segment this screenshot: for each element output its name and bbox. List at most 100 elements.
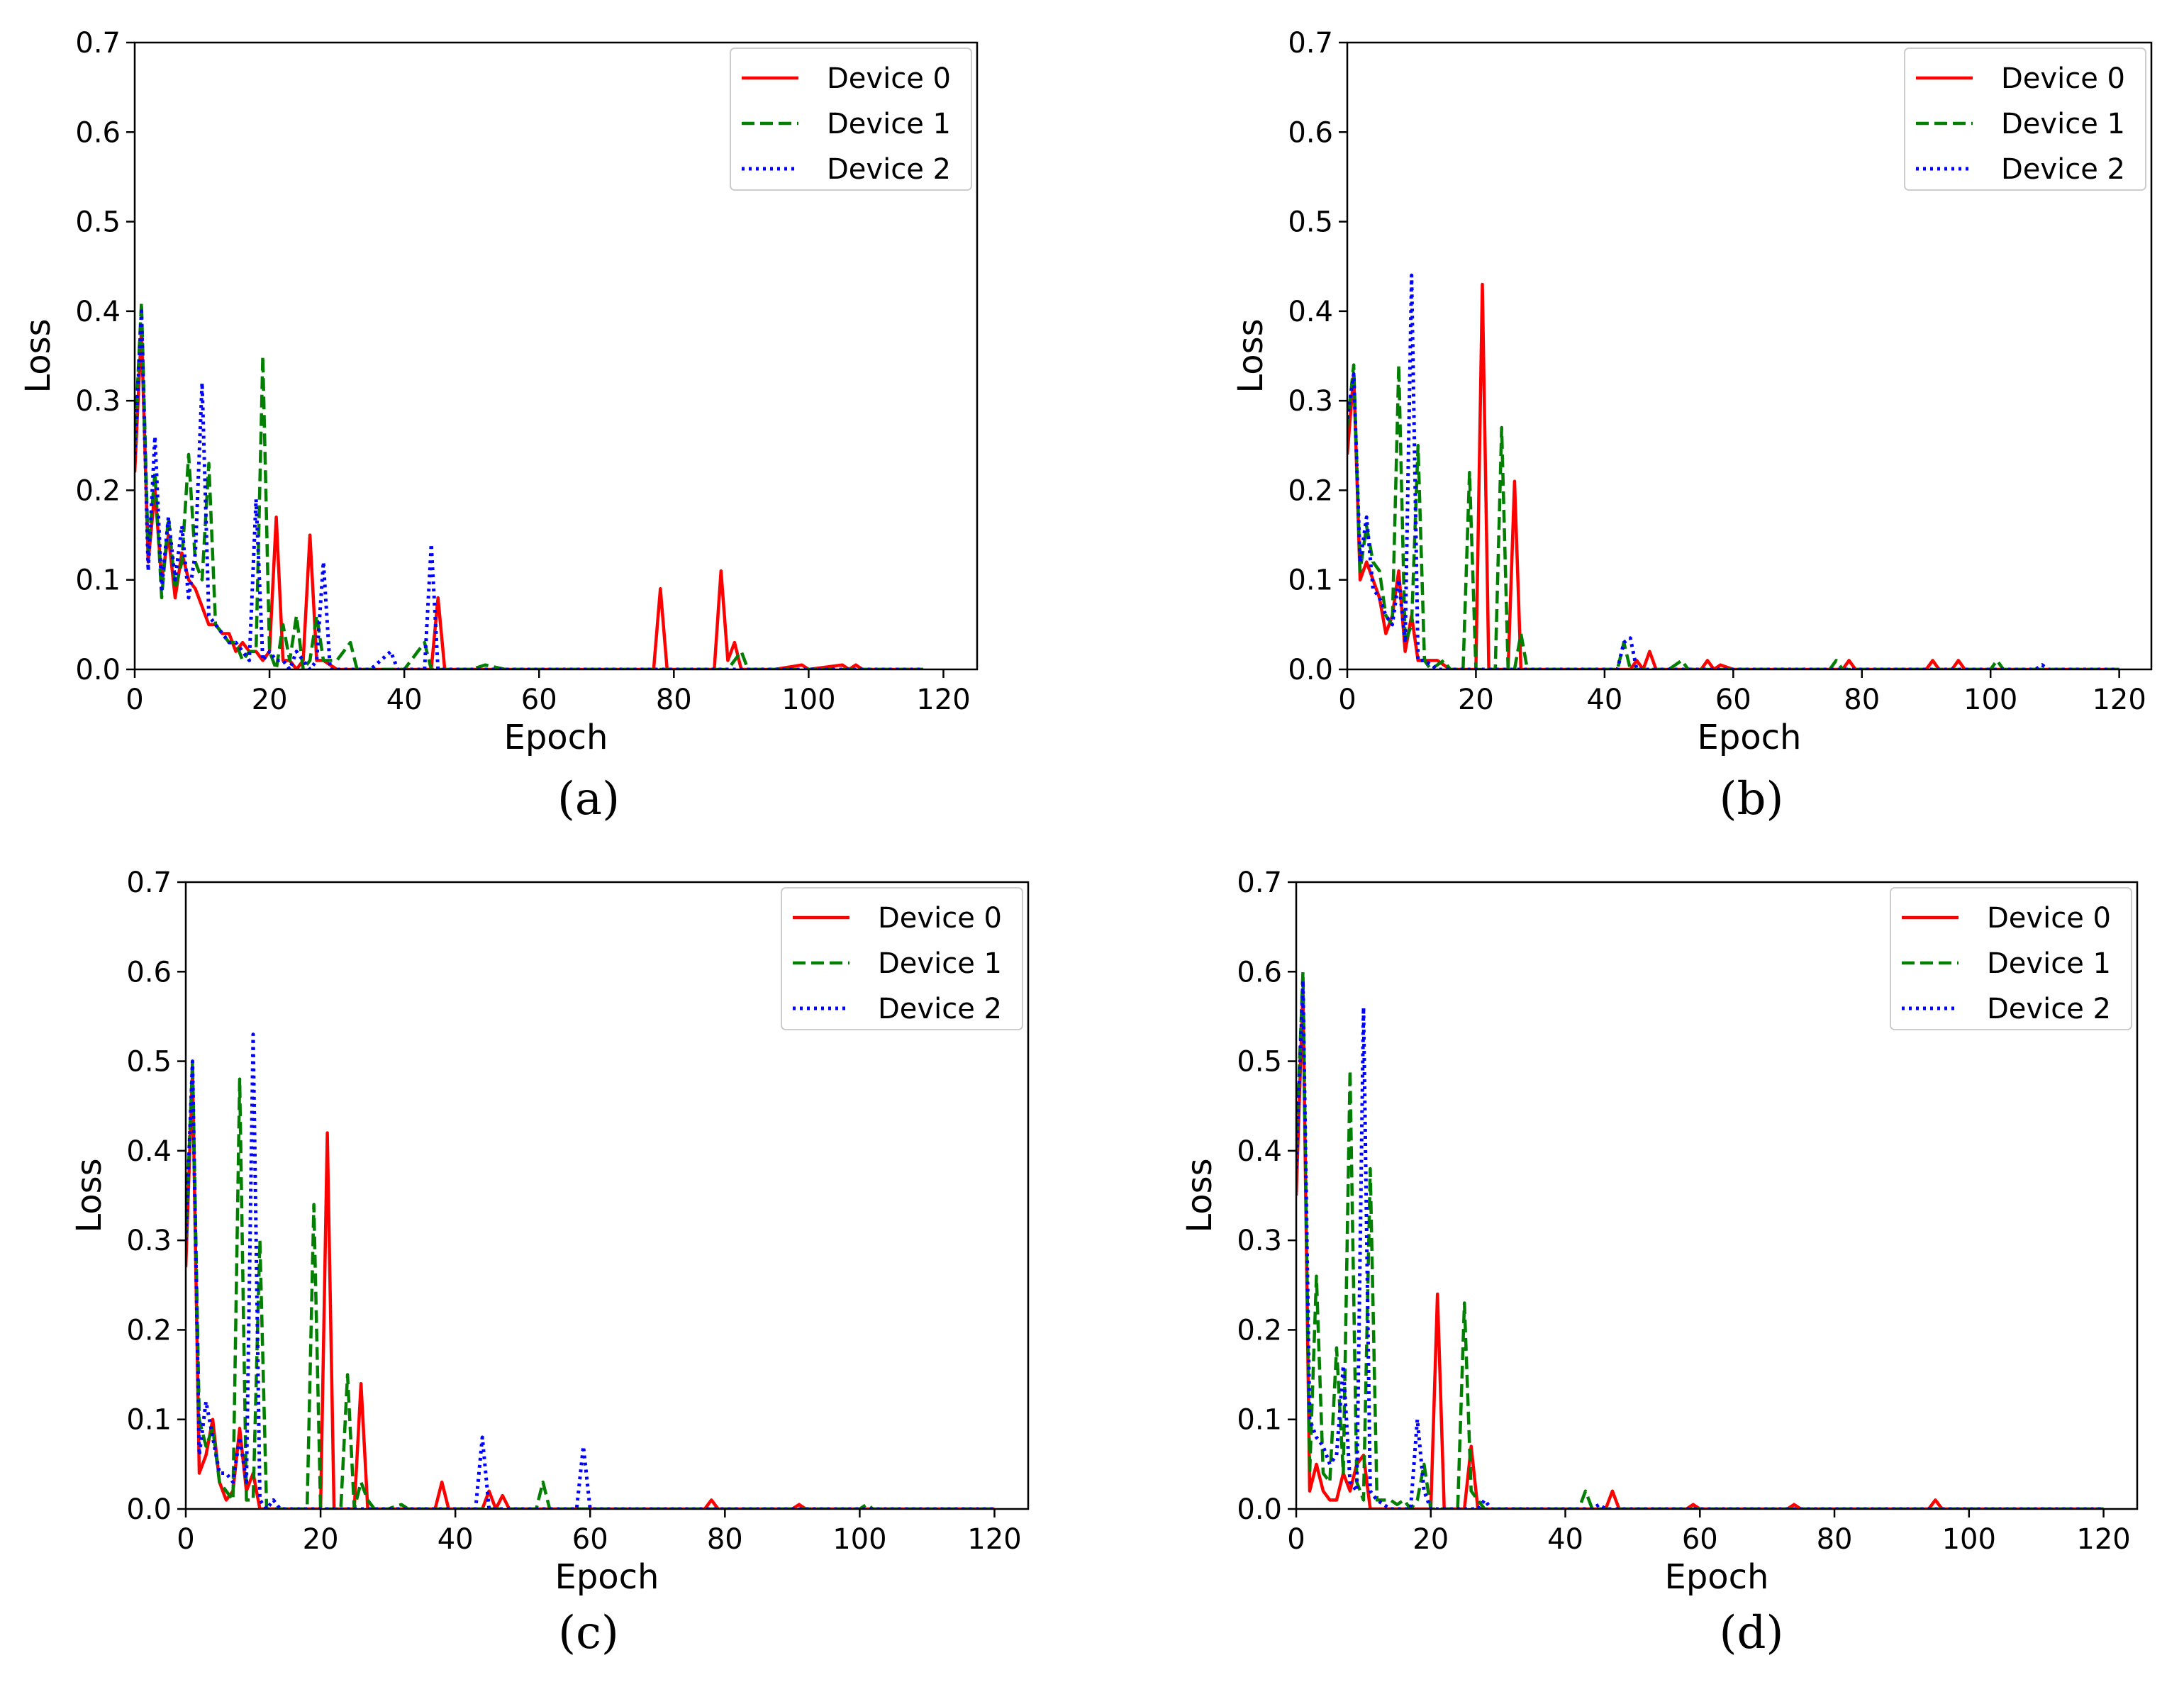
y-tick-label-c-0: 0.0	[126, 1493, 172, 1526]
chart-d-svg: 0 20 40 60 80 100 120 0.0 0.1 0.2 0.3 0.4 0.5 0.6 0.7 E…	[1180, 867, 2139, 1597]
x-axis-label-a: Epoch	[504, 718, 608, 757]
y-tick-label-d-6: 0.6	[1237, 956, 1282, 988]
x-tick-label-d-4: 80	[1817, 1523, 1853, 1556]
x-tick-label-b-1: 20	[1458, 684, 1494, 716]
caption-d: (d)	[1719, 1607, 1784, 1659]
y-tick-label-a-1: 0.1	[75, 564, 121, 597]
x-tick-label-c-2: 40	[438, 1523, 474, 1556]
legend-label-a-2: Device 2	[827, 153, 951, 186]
series-line-b-device-0	[1347, 282, 2119, 669]
y-tick-label-d-3: 0.3	[1237, 1225, 1282, 1257]
x-tick-label-d-0: 0	[1287, 1523, 1305, 1556]
y-tick-label-d-5: 0.5	[1237, 1046, 1282, 1079]
y-tick-label-b-7: 0.7	[1288, 27, 1333, 60]
y-tick-label-c-7: 0.7	[126, 867, 172, 899]
x-tick-label-a-2: 40	[386, 684, 423, 716]
y-axis-label-b: Loss	[1231, 318, 1271, 393]
legend-label-c-0: Device 0	[878, 902, 1002, 935]
series-line-d-device-1	[1296, 970, 2104, 1509]
legend-label-d-1: Device 1	[1987, 947, 2111, 980]
caption-b: (b)	[1719, 773, 1784, 825]
y-tick-label-a-2: 0.2	[75, 474, 121, 507]
chart-c-svg: 0 20 40 60 80 100 120 0.0 0.1 0.2 0.3 0.4 0.5 0.6 0.7 E…	[69, 867, 1030, 1597]
x-tick-label-c-6: 120	[967, 1523, 1021, 1556]
chart-panel-a: 0 20 40 60 80 100 120 0.0 0.1 0.2 0.3 0.4 0.5 0.6 0.7 E…	[0, 0, 1092, 841]
x-tick-label-d-3: 60	[1682, 1523, 1718, 1556]
x-tick-label-d-1: 20	[1413, 1523, 1449, 1556]
x-axis-label-d: Epoch	[1665, 1557, 1769, 1597]
x-tick-label-d-2: 40	[1547, 1523, 1583, 1556]
x-tick-label-b-4: 80	[1844, 684, 1880, 716]
plot-frame-c	[184, 881, 1030, 1510]
y-tick-label-a-4: 0.4	[75, 296, 121, 328]
legend-label-b-2: Device 2	[2001, 153, 2125, 186]
plot-frame-d	[1295, 881, 2139, 1510]
y-axis-label-a: Loss	[18, 318, 58, 393]
y-axis-label-d: Loss	[1180, 1158, 1220, 1232]
y-tick-label-b-2: 0.2	[1288, 474, 1333, 507]
chart-panel-d: 0 20 40 60 80 100 120 0.0 0.1 0.2 0.3 0.4 0.5 0.6 0.7 E…	[1092, 841, 2184, 1682]
x-axis-label-b: Epoch	[1698, 718, 1802, 757]
x-tick-label-b-6: 120	[2092, 684, 2146, 716]
x-tick-label-d-6: 120	[2076, 1523, 2130, 1556]
legend-box-b	[1904, 48, 2146, 191]
y-tick-label-a-6: 0.6	[75, 116, 121, 149]
legend-label-b-1: Device 1	[2001, 108, 2125, 140]
x-tick-label-c-5: 100	[832, 1523, 886, 1556]
y-tick-label-c-4: 0.4	[126, 1135, 172, 1168]
y-tick-label-c-3: 0.3	[126, 1225, 172, 1257]
legend-label-c-2: Device 2	[878, 993, 1002, 1025]
legend-box-d	[1890, 887, 2132, 1030]
x-tick-label-a-5: 100	[781, 684, 835, 716]
x-tick-label-a-4: 80	[656, 684, 692, 716]
y-tick-label-b-5: 0.5	[1288, 206, 1333, 239]
series-line-d-device-0	[1296, 988, 2104, 1509]
x-tick-label-a-1: 20	[252, 684, 288, 716]
legend-label-a-0: Device 0	[827, 62, 951, 95]
y-tick-label-b-1: 0.1	[1288, 564, 1333, 597]
x-tick-label-a-3: 60	[521, 684, 557, 716]
x-tick-label-b-5: 100	[1963, 684, 2017, 716]
x-tick-label-a-0: 0	[126, 684, 143, 716]
chart-panel-b: 0 20 40 60 80 100 120 0.0 0.1 0.2 0.3 0.4 0.5 0.6 0.7 E…	[1092, 0, 2184, 841]
legend-label-b-0: Device 0	[2001, 62, 2125, 95]
chart-panel-c: 0 20 40 60 80 100 120 0.0 0.1 0.2 0.3 0.4 0.5 0.6 0.7 E…	[0, 841, 1092, 1682]
legend-box-c	[781, 887, 1023, 1030]
y-tick-label-b-6: 0.6	[1288, 116, 1333, 149]
caption-c: (c)	[558, 1607, 619, 1659]
y-tick-label-d-0: 0.0	[1237, 1493, 1282, 1526]
y-tick-label-c-5: 0.5	[126, 1046, 172, 1079]
legend-label-a-1: Device 1	[827, 108, 951, 140]
y-tick-label-b-4: 0.4	[1288, 296, 1333, 328]
series-line-d-device-2	[1296, 979, 2104, 1509]
series-line-b-device-2	[1347, 273, 2119, 669]
y-tick-label-d-4: 0.4	[1237, 1135, 1282, 1168]
y-tick-label-a-7: 0.7	[75, 27, 121, 60]
x-tick-label-b-3: 60	[1715, 684, 1751, 716]
legend-label-d-0: Device 0	[1987, 902, 2111, 935]
x-tick-label-b-2: 40	[1586, 684, 1622, 716]
legend-box-a	[730, 48, 972, 191]
y-tick-label-d-2: 0.2	[1237, 1314, 1282, 1347]
x-tick-label-c-3: 60	[572, 1523, 608, 1556]
chart-a-svg: 0 20 40 60 80 100 120 0.0 0.1 0.2 0.3 0.4 0.5 0.6 0.7 E…	[18, 27, 979, 757]
x-tick-label-c-1: 20	[303, 1523, 339, 1556]
y-tick-label-c-1: 0.1	[126, 1404, 172, 1437]
plot-frame-a	[133, 41, 979, 671]
legend-label-d-2: Device 2	[1987, 993, 2111, 1025]
y-tick-label-a-0: 0.0	[75, 654, 121, 686]
series-line-a-device-2	[135, 309, 923, 669]
y-tick-label-d-7: 0.7	[1237, 867, 1282, 899]
y-tick-label-b-0: 0.0	[1288, 654, 1333, 686]
y-tick-label-c-6: 0.6	[126, 956, 172, 988]
legend-label-c-1: Device 1	[878, 947, 1002, 980]
y-axis-label-c: Loss	[69, 1158, 109, 1232]
caption-a: (a)	[557, 773, 620, 825]
y-tick-label-b-3: 0.3	[1288, 385, 1333, 418]
x-axis-label-c: Epoch	[555, 1557, 659, 1597]
plot-frame-b	[1346, 41, 2153, 671]
x-tick-label-d-5: 100	[1942, 1523, 1996, 1556]
y-tick-label-a-5: 0.5	[75, 206, 121, 239]
x-tick-label-c-4: 80	[707, 1523, 743, 1556]
chart-b-svg: 0 20 40 60 80 100 120 0.0 0.1 0.2 0.3 0.4 0.5 0.6 0.7 E…	[1231, 27, 2153, 757]
